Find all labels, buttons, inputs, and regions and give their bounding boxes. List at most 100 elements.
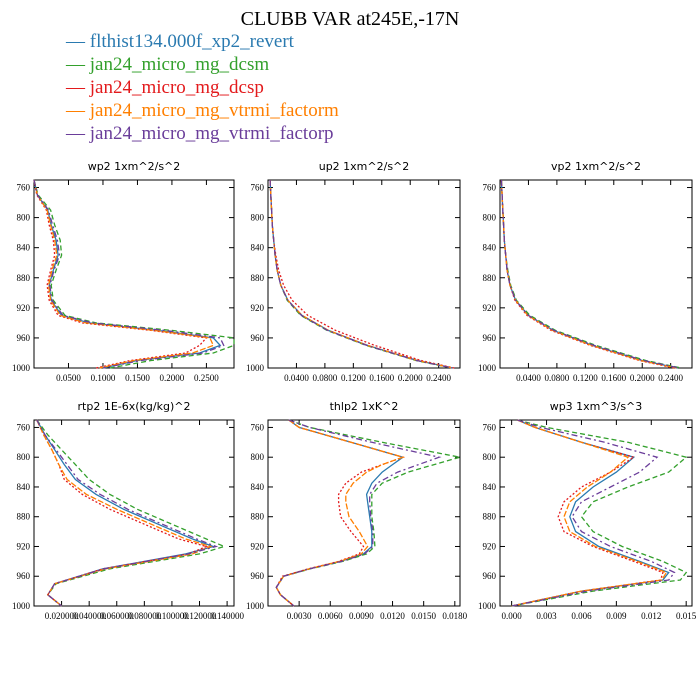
legend-item: — flthist134.000f_xp2_revert xyxy=(66,30,339,53)
y-tick-label: 880 xyxy=(251,273,265,283)
legend-label: jan24_micro_mg_dcsp xyxy=(89,77,264,98)
y-tick-label: 760 xyxy=(483,183,497,193)
legend-label: jan24_micro_mg_vtrmi_factorp xyxy=(89,123,334,144)
y-tick-label: 1000 xyxy=(478,363,497,373)
x-tick-label: 0.0060 xyxy=(318,611,343,621)
legend-dash: — xyxy=(66,31,90,52)
y-tick-label: 1000 xyxy=(478,601,497,611)
series-line xyxy=(275,419,442,607)
series-line xyxy=(33,179,215,369)
series-line xyxy=(511,419,670,607)
x-tick-label: 0.0030 xyxy=(287,611,312,621)
plot-frame xyxy=(267,179,461,369)
x-tick-label: 0.0150 xyxy=(411,611,436,621)
series-line xyxy=(275,419,406,607)
x-tick-label: 0.040000 xyxy=(72,611,106,621)
y-tick-label: 880 xyxy=(483,273,497,283)
chart-panel: vp2 1xm^2/s^2 760 800 840 880 920 960 1000 0.040… xyxy=(478,160,693,383)
x-tick-label: 0.0400 xyxy=(284,373,309,383)
x-tick-label: 0.1600 xyxy=(369,373,394,383)
y-tick-label: 760 xyxy=(251,183,265,193)
legend-item: — jan24_micro_mg_vtrmi_factorm xyxy=(66,99,339,122)
y-tick-label: 840 xyxy=(17,482,31,492)
series-line xyxy=(500,179,682,369)
x-tick-label: 0.015 xyxy=(676,611,697,621)
y-tick-label: 880 xyxy=(251,512,265,522)
series-line xyxy=(500,179,675,369)
chart-panel: up2 1xm^2/s^2 760 800 840 880 920 960 1000 0.040… xyxy=(246,160,461,383)
series-line xyxy=(275,419,461,607)
y-tick-label: 840 xyxy=(251,482,265,492)
legend-dash: — xyxy=(66,77,90,98)
y-tick-label: 1000 xyxy=(12,601,31,611)
x-tick-label: 0.1200 xyxy=(573,373,598,383)
x-tick-label: 0.1200 xyxy=(341,373,366,383)
series-line xyxy=(33,179,208,369)
x-tick-label: 0.012 xyxy=(641,611,661,621)
x-tick-label: 0.0090 xyxy=(349,611,374,621)
x-tick-label: 0.0800 xyxy=(313,373,338,383)
x-tick-label: 0.140000 xyxy=(210,611,244,621)
y-tick-label: 960 xyxy=(251,571,265,581)
plot-frame xyxy=(267,419,461,607)
y-tick-label: 1000 xyxy=(246,601,265,611)
chart-panel: thlp2 1xK^2 760 800 840 880 920 960 1000 0.0030 0… xyxy=(246,400,468,621)
legend-dash: — xyxy=(66,123,90,144)
x-tick-label: 0.006 xyxy=(571,611,592,621)
y-tick-label: 960 xyxy=(17,571,31,581)
y-tick-label: 760 xyxy=(17,422,31,432)
y-tick-label: 840 xyxy=(483,243,497,253)
y-tick-label: 800 xyxy=(17,213,31,223)
plot-frame xyxy=(33,179,235,369)
y-tick-label: 960 xyxy=(251,333,265,343)
series-line xyxy=(33,179,225,369)
panel-title: wp2 1xm^2/s^2 xyxy=(88,160,181,173)
x-tick-label: 0.2500 xyxy=(194,373,219,383)
series-line xyxy=(275,419,406,607)
y-tick-label: 920 xyxy=(251,303,265,313)
legend: — flthist134.000f_xp2_revert — jan24_mic… xyxy=(66,30,339,145)
y-tick-label: 800 xyxy=(483,452,497,462)
x-tick-label: 0.0120 xyxy=(380,611,405,621)
panel-title: rtp2 1E-6x(kg/kg)^2 xyxy=(78,400,191,413)
legend-item: — jan24_micro_mg_dcsp xyxy=(66,76,339,99)
plot-frame xyxy=(33,419,235,607)
x-tick-label: 0.1000 xyxy=(91,373,116,383)
y-tick-label: 800 xyxy=(17,452,31,462)
chart-panel: rtp2 1E-6x(kg/kg)^2 760 800 840 880 920 960 100… xyxy=(12,400,244,621)
y-tick-label: 960 xyxy=(483,333,497,343)
series-line xyxy=(33,179,222,369)
y-tick-label: 920 xyxy=(483,541,497,551)
y-tick-label: 880 xyxy=(17,512,31,522)
x-tick-label: 0.2400 xyxy=(658,373,683,383)
legend-dash: — xyxy=(66,54,90,75)
series-line xyxy=(500,179,678,369)
x-tick-label: 0.009 xyxy=(606,611,627,621)
x-tick-label: 0.2000 xyxy=(398,373,423,383)
series-line xyxy=(511,419,688,607)
x-tick-label: 0.0400 xyxy=(516,373,541,383)
panel-title: up2 1xm^2/s^2 xyxy=(319,160,410,173)
y-tick-label: 960 xyxy=(483,571,497,581)
series-line xyxy=(36,419,227,607)
y-tick-label: 840 xyxy=(17,243,31,253)
x-tick-label: 0.000 xyxy=(502,611,523,621)
x-tick-label: 0.2400 xyxy=(426,373,451,383)
plot-frame xyxy=(499,179,693,369)
x-tick-label: 0.0500 xyxy=(56,373,81,383)
series-line xyxy=(36,419,213,607)
legend-label: flthist134.000f_xp2_revert xyxy=(89,31,294,52)
series-line xyxy=(511,419,676,607)
series-line xyxy=(36,419,209,607)
y-tick-label: 840 xyxy=(251,243,265,253)
x-tick-label: 0.0180 xyxy=(442,611,467,621)
y-tick-label: 840 xyxy=(483,482,497,492)
y-tick-label: 760 xyxy=(251,422,265,432)
legend-label: jan24_micro_mg_vtrmi_factorm xyxy=(89,100,339,121)
plot-frame xyxy=(499,419,693,607)
series-line xyxy=(36,419,216,607)
y-tick-label: 800 xyxy=(251,213,265,223)
x-tick-label: 0.100000 xyxy=(155,611,189,621)
y-tick-label: 1000 xyxy=(12,363,31,373)
